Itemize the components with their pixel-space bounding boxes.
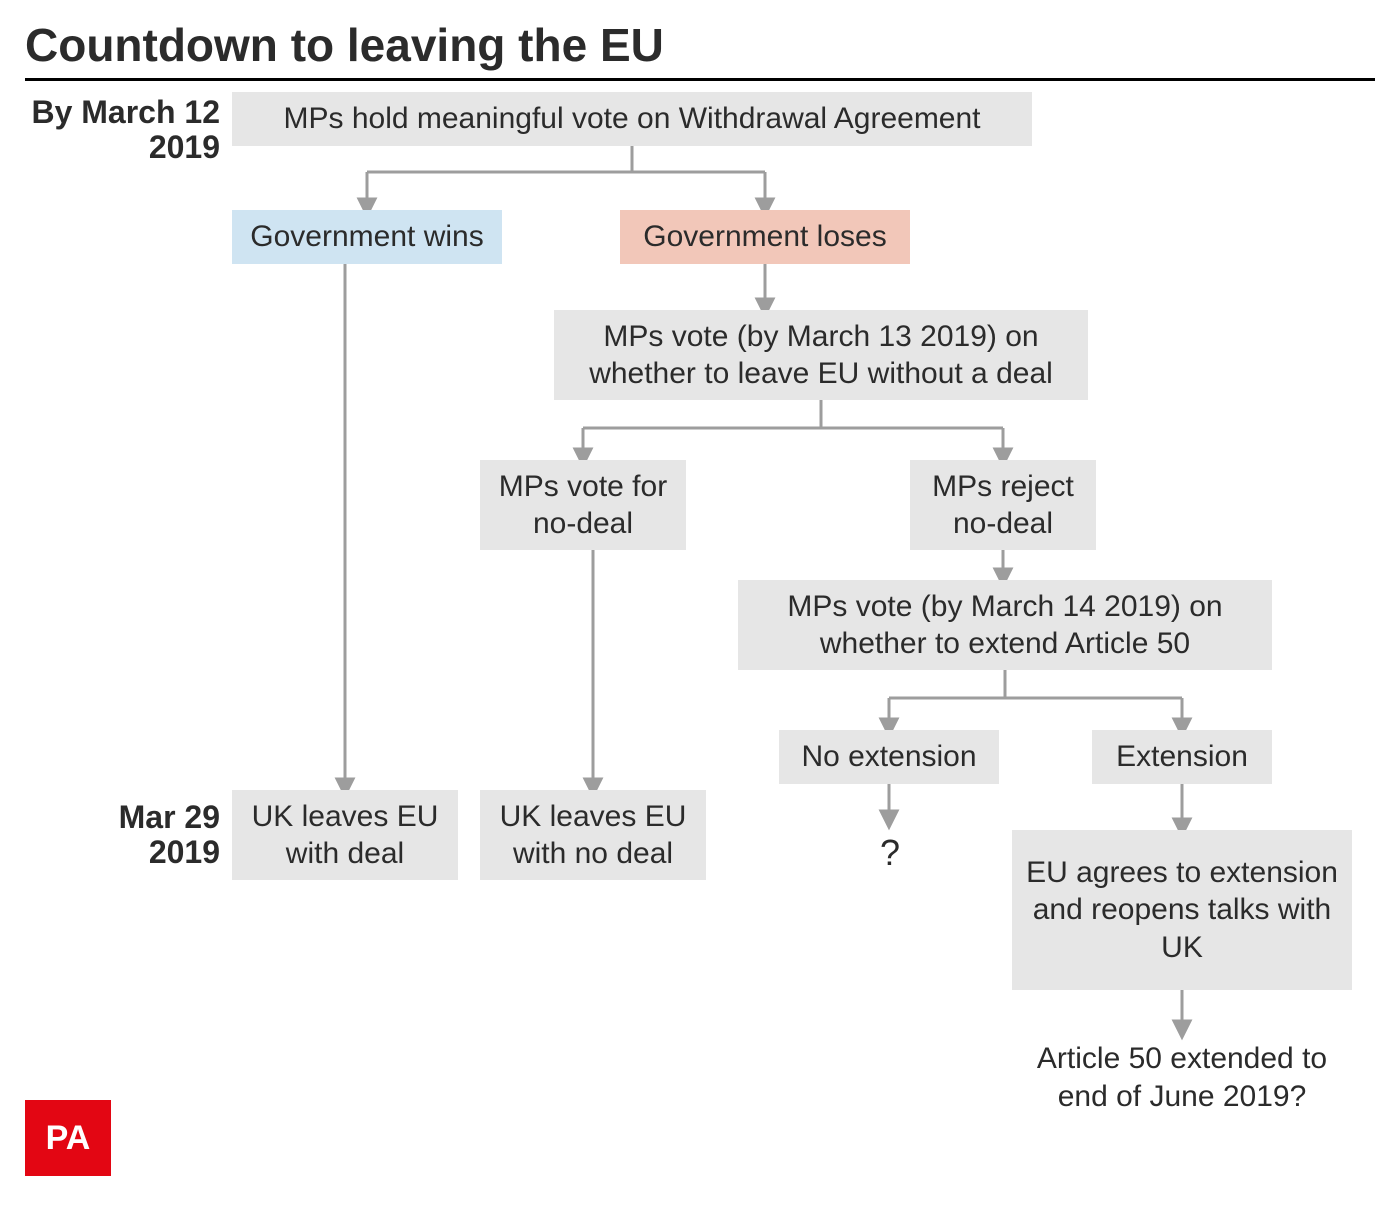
node-leave-deal: UK leaves EU with deal: [232, 790, 458, 880]
node-extension: Extension: [1092, 730, 1272, 784]
node-no-extension: No extension: [779, 730, 999, 784]
page-title: Countdown to leaving the EU: [25, 18, 664, 72]
date-label-2: Mar 29 2019: [25, 800, 220, 870]
pa-logo: PA: [25, 1100, 111, 1176]
node-vote-extend: MPs vote (by March 14 2019) on whether t…: [738, 580, 1272, 670]
node-lose: Government loses: [620, 210, 910, 264]
date1-line1: By March 12: [31, 94, 220, 130]
node-win: Government wins: [232, 210, 502, 264]
node-eu-agrees: EU agrees to extension and reopens talks…: [1012, 830, 1352, 990]
node-leave-nodeal: UK leaves EU with no deal: [480, 790, 706, 880]
title-rule: [25, 78, 1375, 81]
node-for-nodeal: MPs vote for no-deal: [480, 460, 686, 550]
article50-text: Article 50 extended to end of June 2019?: [1010, 1040, 1354, 1115]
node-reject-nodeal: MPs reject no-deal: [910, 460, 1096, 550]
node-vote-nodeal: MPs vote (by March 13 2019) on whether t…: [554, 310, 1088, 400]
date2-line1: Mar 29: [119, 799, 220, 835]
date1-line2: 2019: [149, 129, 220, 165]
question-mark: ?: [870, 830, 910, 875]
node-root: MPs hold meaningful vote on Withdrawal A…: [232, 92, 1032, 146]
date2-line2: 2019: [149, 834, 220, 870]
date-label-1: By March 12 2019: [25, 95, 220, 165]
